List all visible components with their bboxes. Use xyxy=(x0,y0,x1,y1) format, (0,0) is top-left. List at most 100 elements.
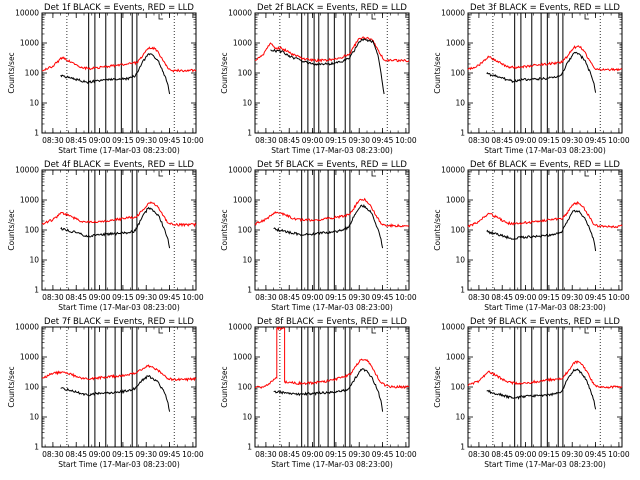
y-tick-label: 1 xyxy=(460,286,465,295)
x-axis-label: Start Time (17-Mar-03 08:23:00) xyxy=(58,460,180,469)
series-line-black xyxy=(273,368,384,412)
x-tick-label: 09:00 xyxy=(302,293,324,302)
x-axis-label: Start Time (17-Mar-03 08:23:00) xyxy=(58,303,180,312)
series-line-black xyxy=(60,206,171,249)
series-line-red xyxy=(467,45,623,72)
x-tick-label: 09:15 xyxy=(112,293,134,302)
y-tick-label: 10000 xyxy=(228,166,252,175)
bracket-mark xyxy=(158,328,164,334)
x-tick-label: 10:00 xyxy=(395,450,417,459)
chart-title: Det 6f BLACK = Events, RED = LLD xyxy=(470,160,620,170)
series-line-red xyxy=(254,197,410,228)
y-tick-label: 100 xyxy=(25,383,40,392)
y-axis-label: Counts/sec xyxy=(7,52,16,93)
x-tick-label: 08:45 xyxy=(65,136,87,145)
y-tick-label: 1000 xyxy=(446,39,465,48)
y-tick-label: 10 xyxy=(242,413,252,422)
y-axis-label: Counts/sec xyxy=(7,209,16,250)
x-tick-label: 09:00 xyxy=(515,136,537,145)
x-axis-label: Start Time (17-Mar-03 08:23:00) xyxy=(484,146,606,155)
y-axis-label: Counts/sec xyxy=(7,366,16,407)
series-line-red xyxy=(41,364,197,382)
y-tick-label: 1000 xyxy=(20,353,39,362)
x-tick-label: 08:45 xyxy=(65,450,87,459)
chart-title: Det 5f BLACK = Events, RED = LLD xyxy=(257,160,407,170)
chart-panel-1: Det 1f BLACK = Events, RED = LLD Counts/s… xyxy=(7,3,204,155)
x-tick-label: 09:15 xyxy=(325,293,347,302)
x-tick-label: 08:30 xyxy=(255,293,277,302)
x-tick-label: 09:30 xyxy=(348,293,370,302)
y-tick-label: 100 xyxy=(238,383,253,392)
x-tick-label: 09:45 xyxy=(372,293,394,302)
plot-frame xyxy=(467,12,623,134)
chart-panel-7: Det 7f BLACK = Events, RED = LLD Counts/s… xyxy=(7,317,204,469)
y-tick-label: 1000 xyxy=(20,196,39,205)
x-tick-label: 08:30 xyxy=(468,293,490,302)
x-tick-label: 09:45 xyxy=(159,293,181,302)
x-tick-label: 09:00 xyxy=(89,293,111,302)
x-tick-label: 09:45 xyxy=(372,450,394,459)
x-tick-label: 09:15 xyxy=(112,450,134,459)
x-tick-label: 08:30 xyxy=(255,136,277,145)
series-line-black xyxy=(60,374,171,412)
chart-panel-8: Det 8f BLACK = Events, RED = LLD Counts/s… xyxy=(220,317,417,469)
y-tick-label: 1 xyxy=(34,286,39,295)
x-tick-label: 08:30 xyxy=(42,136,64,145)
series-line-black xyxy=(273,204,384,249)
y-tick-label: 10000 xyxy=(228,9,252,18)
y-tick-label: 1 xyxy=(34,443,39,452)
x-tick-label: 09:15 xyxy=(325,450,347,459)
x-tick-label: 08:45 xyxy=(278,450,300,459)
y-axis-label: Counts/sec xyxy=(220,209,229,250)
y-tick-label: 100 xyxy=(451,226,466,235)
y-tick-label: 1000 xyxy=(233,196,252,205)
x-axis-label: Start Time (17-Mar-03 08:23:00) xyxy=(271,303,393,312)
series-line-red xyxy=(467,200,623,229)
series-line-red xyxy=(254,36,410,63)
x-tick-label: 09:30 xyxy=(135,293,157,302)
series-line-red xyxy=(467,360,623,390)
x-tick-label: 09:15 xyxy=(538,450,560,459)
x-axis-label: Start Time (17-Mar-03 08:23:00) xyxy=(271,146,393,155)
x-tick-label: 08:30 xyxy=(255,450,277,459)
y-tick-label: 1 xyxy=(247,129,252,138)
plot-frame xyxy=(254,12,410,134)
x-tick-label: 09:30 xyxy=(348,136,370,145)
y-tick-label: 10 xyxy=(242,256,252,265)
x-axis-label: Start Time (17-Mar-03 08:23:00) xyxy=(484,303,606,312)
x-tick-label: 09:30 xyxy=(561,293,583,302)
y-tick-label: 1 xyxy=(247,286,252,295)
series-line-black xyxy=(486,51,597,93)
x-tick-label: 08:30 xyxy=(42,450,64,459)
series-line-red xyxy=(41,46,197,73)
x-tick-label: 08:45 xyxy=(278,136,300,145)
bracket-mark xyxy=(584,171,590,177)
y-tick-label: 1000 xyxy=(233,39,252,48)
y-tick-label: 100 xyxy=(238,69,253,78)
x-axis-label: Start Time (17-Mar-03 08:23:00) xyxy=(58,146,180,155)
chart-panel-2: Det 2f BLACK = Events, RED = LLD Counts/s… xyxy=(220,3,417,155)
x-tick-label: 08:30 xyxy=(468,136,490,145)
y-tick-label: 1 xyxy=(460,129,465,138)
y-axis-label: Counts/sec xyxy=(433,209,442,250)
y-tick-label: 10000 xyxy=(15,9,39,18)
y-tick-label: 1000 xyxy=(446,353,465,362)
x-tick-label: 09:30 xyxy=(135,450,157,459)
x-tick-label: 09:15 xyxy=(325,136,347,145)
y-tick-label: 10000 xyxy=(441,166,465,175)
y-tick-label: 10 xyxy=(29,99,39,108)
chart-panel-5: Det 5f BLACK = Events, RED = LLD Counts/s… xyxy=(220,160,417,312)
x-tick-label: 09:00 xyxy=(515,293,537,302)
x-tick-label: 09:45 xyxy=(372,136,394,145)
plot-frame xyxy=(41,326,197,448)
y-tick-label: 100 xyxy=(25,226,40,235)
y-axis-label: Counts/sec xyxy=(220,52,229,93)
x-tick-label: 10:00 xyxy=(395,136,417,145)
series-line-black xyxy=(270,37,385,95)
x-tick-label: 09:00 xyxy=(515,450,537,459)
y-axis-label: Counts/sec xyxy=(433,52,442,93)
chart-title: Det 3f BLACK = Events, RED = LLD xyxy=(470,3,620,13)
x-tick-label: 10:00 xyxy=(182,450,204,459)
chart-title: Det 8f BLACK = Events, RED = LLD xyxy=(257,317,407,327)
x-tick-label: 09:30 xyxy=(348,450,370,459)
